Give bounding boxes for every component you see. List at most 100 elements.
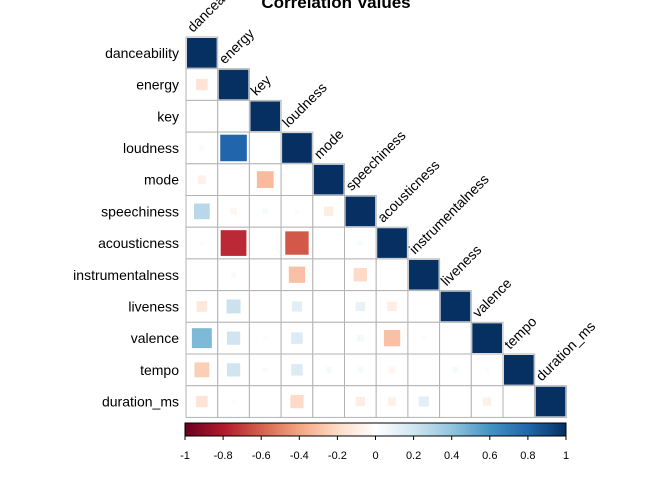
corr-square-energy-energy bbox=[218, 69, 249, 100]
row-label-key: key bbox=[157, 108, 179, 124]
corr-square-instrumentalness-instrumentalness bbox=[408, 259, 439, 290]
corr-square-tempo-acousticness bbox=[388, 366, 396, 374]
corr-square-mode-loudness bbox=[295, 178, 299, 182]
cell-duration_ms-tempo bbox=[502, 385, 536, 418]
corr-square-danceability-danceability bbox=[187, 38, 217, 68]
corr-square-tempo-speechiness bbox=[357, 366, 364, 373]
row-label-mode: mode bbox=[144, 172, 179, 188]
corr-square-instrumentalness-energy bbox=[230, 272, 237, 278]
corr-square-duration_ms-key bbox=[263, 400, 267, 404]
colorbar-tick-label: 0.2 bbox=[406, 450, 421, 462]
corr-square-loudness-energy bbox=[220, 134, 247, 162]
cell-liveness-key bbox=[248, 290, 282, 323]
corr-square-valence-valence bbox=[472, 323, 502, 353]
corr-square-duration_ms-loudness bbox=[290, 394, 304, 409]
colorbar: -1 -0.8 -0.6 -0.4 -0.2 0 0.2 0.4 0.6 0.8 1 bbox=[180, 422, 569, 462]
cell-acousticness-mode bbox=[312, 226, 345, 260]
row-label-danceability: danceability bbox=[105, 45, 179, 61]
row-label-tempo: tempo bbox=[140, 362, 179, 378]
row-label-energy: energy bbox=[136, 77, 179, 93]
corr-square-tempo-mode bbox=[325, 366, 332, 373]
colorbar-tick-label: 0.4 bbox=[444, 450, 459, 462]
cell-loudness-key bbox=[248, 131, 282, 165]
colorbar-tick-label: -0.8 bbox=[214, 450, 233, 462]
corr-square-tempo-danceability bbox=[194, 362, 210, 378]
corr-square-speechiness-key bbox=[262, 208, 269, 215]
row-label-speechiness: speechiness bbox=[101, 203, 179, 219]
corr-square-tempo-key bbox=[262, 367, 268, 373]
corr-square-duration_ms-acousticness bbox=[387, 397, 397, 406]
corr-square-duration_ms-valence bbox=[482, 397, 492, 406]
colorbar-tick-label: -0.2 bbox=[328, 450, 347, 462]
colorbar-tick-label: -0.4 bbox=[290, 450, 309, 462]
colorbar-tick-label: 0.6 bbox=[482, 450, 497, 462]
corr-square-tempo-loudness bbox=[291, 364, 303, 376]
column-label-loudness: loudness bbox=[279, 79, 330, 130]
cell-acousticness-key bbox=[248, 226, 282, 260]
matrix-cells bbox=[185, 36, 567, 418]
corr-square-valence-key bbox=[263, 336, 268, 341]
corr-square-duration_ms-energy bbox=[231, 399, 236, 404]
cell-duration_ms-mode bbox=[312, 385, 345, 418]
corr-square-valence-energy bbox=[226, 331, 241, 345]
colorbar-tick-label: -1 bbox=[180, 450, 190, 462]
row-label-instrumentalness: instrumentalness bbox=[73, 267, 179, 283]
cell-instrumentalness-mode bbox=[312, 258, 345, 292]
corr-square-liveness-acousticness bbox=[387, 301, 397, 312]
corr-square-mode-key bbox=[256, 171, 274, 189]
corr-square-speechiness-loudness bbox=[294, 209, 300, 214]
corr-square-liveness-loudness bbox=[291, 301, 303, 312]
cell-key-energy bbox=[217, 99, 250, 133]
corr-square-key-danceability bbox=[200, 114, 204, 118]
column-label-liveness: liveness bbox=[437, 242, 484, 289]
corr-square-acousticness-acousticness bbox=[377, 228, 407, 258]
colorbar-ticks: -1 -0.8 -0.6 -0.4 -0.2 0 0.2 0.4 0.6 0.8 1 bbox=[180, 436, 569, 462]
corr-square-valence-loudness bbox=[291, 332, 303, 344]
corr-square-valence-danceability bbox=[191, 328, 212, 349]
corr-square-duration_ms-instrumentalness bbox=[418, 396, 429, 407]
corr-square-speechiness-speechiness bbox=[345, 196, 376, 227]
colorbar-gradient bbox=[184, 422, 567, 437]
column-label-key: key bbox=[247, 72, 274, 99]
corr-square-duration_ms-danceability bbox=[196, 395, 208, 408]
corr-square-liveness-speechiness bbox=[355, 301, 366, 312]
corr-square-acousticness-energy bbox=[220, 230, 247, 256]
corr-square-duration_ms-duration_ms bbox=[535, 386, 566, 417]
row-labels: danceability energy key loudness mode speechi… bbox=[73, 45, 179, 410]
cell-instrumentalness-key bbox=[248, 258, 282, 292]
corr-square-tempo-liveness bbox=[452, 366, 459, 373]
corr-square-loudness-loudness bbox=[282, 133, 312, 163]
row-label-duration_ms: duration_ms bbox=[102, 394, 179, 410]
corr-square-valence-speechiness bbox=[357, 334, 364, 342]
cell-liveness-mode bbox=[312, 290, 345, 323]
column-label-duration_ms: duration_ms bbox=[533, 318, 599, 384]
cell-instrumentalness-acousticness bbox=[375, 258, 409, 292]
cell-valence-mode bbox=[312, 321, 345, 355]
corr-square-loudness-danceability bbox=[199, 145, 205, 151]
corr-square-acousticness-danceability bbox=[199, 240, 204, 246]
corr-square-speechiness-energy bbox=[230, 208, 237, 215]
corr-square-tempo-tempo bbox=[504, 355, 534, 385]
colorbar-tick-label: 0.8 bbox=[520, 450, 535, 462]
row-label-liveness: liveness bbox=[128, 298, 179, 314]
corr-square-duration_ms-speechiness bbox=[355, 396, 366, 407]
corr-square-acousticness-speechiness bbox=[357, 240, 363, 246]
column-label-speechiness: speechiness bbox=[342, 127, 408, 193]
column-label-acousticness: acousticness bbox=[374, 157, 443, 226]
corr-square-liveness-liveness bbox=[440, 291, 471, 322]
column-label-tempo: tempo bbox=[501, 313, 540, 352]
chart-title: Correlation Values bbox=[261, 0, 410, 12]
corr-square-valence-acousticness bbox=[383, 330, 401, 347]
column-label-mode: mode bbox=[311, 126, 347, 162]
corr-square-energy-danceability bbox=[196, 78, 208, 91]
row-label-valence: valence bbox=[131, 330, 179, 346]
cell-instrumentalness-danceability bbox=[185, 258, 219, 292]
cell-tempo-instrumentalness bbox=[407, 353, 441, 387]
cell-valence-liveness bbox=[439, 321, 472, 355]
colorbar-tick-label: 0 bbox=[372, 450, 378, 462]
corr-square-liveness-danceability bbox=[196, 301, 208, 312]
row-label-acousticness: acousticness bbox=[98, 235, 179, 251]
corr-square-mode-danceability bbox=[197, 175, 207, 184]
corr-square-speechiness-danceability bbox=[193, 203, 210, 220]
column-label-valence: valence bbox=[469, 275, 515, 321]
